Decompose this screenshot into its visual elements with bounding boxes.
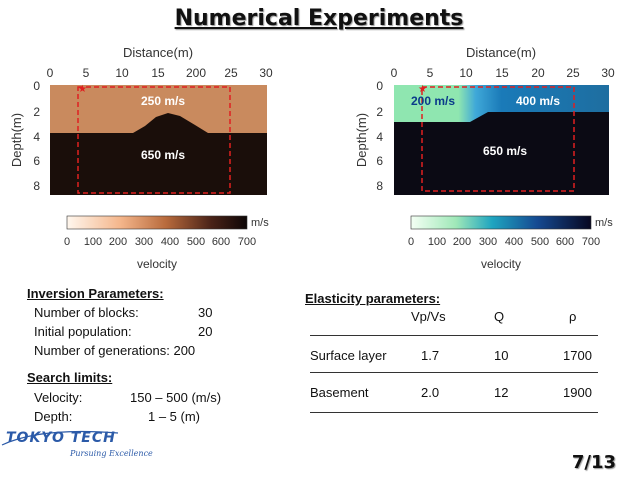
right-cb-tick: 0 xyxy=(408,236,414,248)
table-cell: 10 xyxy=(494,348,509,363)
left-colorbar-unit: m/s xyxy=(251,217,269,229)
table-cell: 2.0 xyxy=(421,385,440,400)
source-marker-left: ★ xyxy=(78,84,87,95)
left-cb-tick: 400 xyxy=(161,236,179,248)
left-ylabel: Depth(m) xyxy=(9,113,24,167)
left-ytick: 0 xyxy=(33,79,40,93)
inversion-value: 30 xyxy=(198,305,213,320)
left-ytick: 8 xyxy=(33,179,40,193)
search-label: Depth: xyxy=(34,409,73,424)
search-value: 150 – 500 (m/s) xyxy=(130,390,222,405)
table-rule xyxy=(310,412,598,413)
left-xtick: 0 xyxy=(47,66,54,80)
left-colorbar-label: velocity xyxy=(137,257,177,271)
right-xtick: 5 xyxy=(427,66,434,80)
inversion-label: Initial population: xyxy=(34,324,132,339)
search-heading: Search limits: xyxy=(27,370,113,385)
right-colorbar-unit: m/s xyxy=(595,217,613,229)
left-xlabel: Distance(m) xyxy=(123,45,193,60)
right-ytick: 6 xyxy=(376,154,383,168)
search-label: Velocity: xyxy=(34,390,83,405)
logo-text: TOKYO TECH xyxy=(6,430,116,446)
right-cb-tick: 700 xyxy=(582,236,600,248)
left-cb-tick: 300 xyxy=(135,236,153,248)
table-row-name: Surface layer xyxy=(310,348,387,363)
right-cb-tick: 600 xyxy=(556,236,574,248)
right-xtick: 15 xyxy=(495,66,509,80)
left-basement-velocity-label: 650 m/s xyxy=(141,148,185,162)
table-cell: 12 xyxy=(494,385,509,400)
left-surface-layer xyxy=(50,85,267,133)
right-surface-layer xyxy=(394,85,609,122)
left-xtick: 200 xyxy=(186,66,206,80)
right-xtick: 0 xyxy=(391,66,398,80)
right-ylabel: Depth(m) xyxy=(354,113,369,167)
left-search-window xyxy=(77,86,231,194)
inversion-label: Number of generations: 200 xyxy=(34,343,196,358)
right-ytick: 4 xyxy=(376,130,383,144)
left-cb-tick: 100 xyxy=(84,236,102,248)
left-xtick: 10 xyxy=(115,66,129,80)
right-cb-tick: 400 xyxy=(505,236,523,248)
left-ytick: 2 xyxy=(33,105,40,119)
right-xlabel: Distance(m) xyxy=(466,45,536,60)
right-ytick: 8 xyxy=(376,179,383,193)
inversion-label: Number of blocks: xyxy=(34,305,139,320)
left-ytick: 4 xyxy=(33,130,40,144)
right-surface-green-label: 200 m/s xyxy=(411,94,455,108)
left-xtick: 5 xyxy=(83,66,90,80)
right-cb-tick: 500 xyxy=(531,236,549,248)
right-xtick: 30 xyxy=(601,66,615,80)
left-colorbar xyxy=(66,215,248,230)
source-marker-right: ★ xyxy=(418,84,427,95)
left-cb-tick: 700 xyxy=(238,236,256,248)
right-search-window xyxy=(421,86,575,192)
page-title: Numerical Experiments xyxy=(174,6,464,31)
right-xtick: 10 xyxy=(459,66,473,80)
left-cb-tick: 0 xyxy=(64,236,70,248)
table-cell: 1700 xyxy=(563,348,592,363)
elasticity-heading: Elasticity parameters: xyxy=(305,291,441,306)
table-cell: 1.7 xyxy=(421,348,440,363)
right-ytick: 0 xyxy=(376,79,383,93)
right-colorbar xyxy=(410,215,592,230)
logo-tagline: Pursuing Excellence xyxy=(70,449,153,458)
left-cb-tick: 500 xyxy=(187,236,205,248)
table-cell: 1900 xyxy=(563,385,592,400)
right-colorbar-label: velocity xyxy=(481,257,521,271)
inversion-value: 20 xyxy=(198,324,213,339)
column-header-vpvs: Vp/Vs xyxy=(411,309,446,324)
left-surface-velocity-label: 250 m/s xyxy=(141,94,185,108)
left-xtick: 30 xyxy=(259,66,273,80)
right-cb-tick: 100 xyxy=(428,236,446,248)
right-velocity-model: ★ xyxy=(394,84,609,195)
left-cb-tick: 200 xyxy=(109,236,127,248)
left-xtick: 25 xyxy=(224,66,238,80)
inversion-heading: Inversion Parameters: xyxy=(27,286,164,301)
right-ytick: 2 xyxy=(376,105,383,119)
left-xtick: 15 xyxy=(151,66,165,80)
table-row-name: Basement xyxy=(310,385,369,400)
right-surface-blue-label: 400 m/s xyxy=(516,94,560,108)
page-number: 7/13 xyxy=(571,452,616,473)
right-cb-tick: 200 xyxy=(453,236,471,248)
right-cb-tick: 300 xyxy=(479,236,497,248)
column-header-rho: ρ xyxy=(569,309,577,324)
table-rule xyxy=(310,335,598,336)
logo-swoosh xyxy=(1,430,119,446)
right-basement-velocity-label: 650 m/s xyxy=(483,144,527,158)
left-ytick: 6 xyxy=(33,154,40,168)
table-rule xyxy=(310,372,598,373)
left-cb-tick: 600 xyxy=(212,236,230,248)
right-xtick: 25 xyxy=(566,66,580,80)
column-header-q: Q xyxy=(494,309,505,324)
search-value: 1 – 5 (m) xyxy=(148,409,201,424)
left-velocity-model: ★ xyxy=(50,84,267,195)
right-xtick: 20 xyxy=(531,66,545,80)
